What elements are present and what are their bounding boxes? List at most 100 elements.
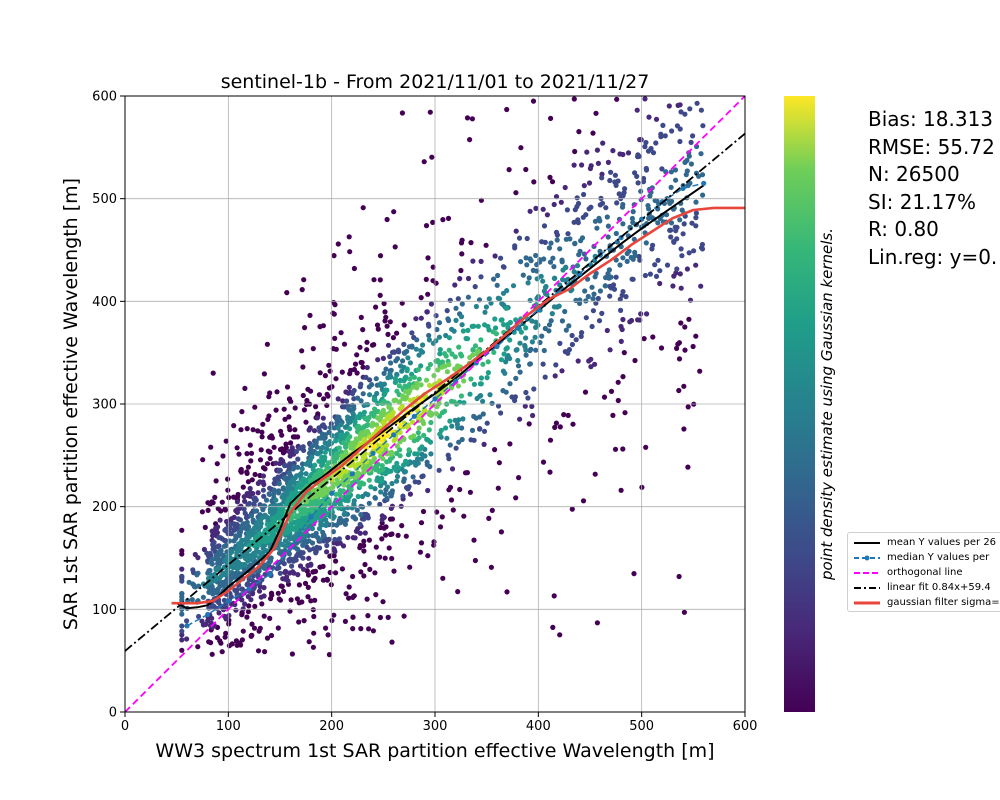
scatter-point	[678, 320, 684, 326]
scatter-point	[333, 438, 339, 444]
median-point	[184, 623, 190, 629]
scatter-point	[487, 392, 493, 398]
scatter-point	[418, 295, 424, 301]
scatter-point	[418, 520, 425, 526]
scatter-point	[303, 471, 309, 477]
scatter-point	[565, 231, 571, 237]
scatter-point	[419, 451, 425, 457]
scatter-point	[305, 584, 311, 591]
median-point	[225, 598, 231, 604]
scatter-point	[384, 484, 391, 490]
scatter-point	[350, 535, 356, 541]
scatter-point	[678, 246, 684, 252]
scatter-point	[222, 506, 228, 512]
scatter-point	[335, 425, 341, 431]
scatter-point	[679, 253, 685, 259]
scatter-point	[354, 352, 360, 358]
scatter-point	[387, 319, 393, 325]
scatter-point	[205, 507, 211, 513]
scatter-point	[653, 273, 660, 279]
scatter-point	[437, 524, 444, 530]
scatter-point	[279, 494, 285, 500]
scatter-point	[357, 530, 363, 536]
scatter-point	[407, 360, 413, 366]
scatter-point	[324, 391, 330, 397]
scatter-point	[355, 395, 361, 401]
scatter-point	[620, 201, 626, 208]
scatter-point	[534, 276, 540, 282]
scatter-point	[287, 453, 293, 459]
scatter-point	[223, 630, 229, 637]
scatter-point	[675, 102, 681, 108]
scatter-point	[362, 561, 368, 568]
scatter-point	[470, 258, 476, 264]
scatter-point	[324, 577, 330, 583]
scatter-point	[391, 349, 397, 355]
scatter-point	[492, 316, 498, 322]
scatter-point	[655, 220, 661, 226]
scatter-point	[439, 514, 445, 520]
legend-label-linear-fit: linear fit 0.84x+59.4	[887, 582, 991, 593]
scatter-point	[667, 227, 673, 233]
median-point	[494, 343, 500, 350]
scatter-point	[638, 137, 644, 143]
scatter-point	[395, 532, 401, 539]
scatter-point	[314, 415, 320, 421]
scatter-point	[336, 517, 342, 523]
scatter-point	[480, 361, 486, 367]
scatter-point	[650, 334, 656, 340]
scatter-point	[659, 166, 665, 172]
scatter-point	[211, 539, 217, 546]
scatter-point	[679, 207, 685, 213]
scatter-point	[382, 491, 388, 497]
scatter-point	[693, 210, 700, 216]
scatter-point	[449, 466, 456, 472]
scatter-point	[403, 458, 409, 464]
scatter-point	[418, 382, 424, 388]
scatter-point	[222, 537, 228, 544]
scatter-point	[557, 632, 563, 638]
scatter-point	[527, 256, 533, 262]
scatter-point	[351, 265, 357, 272]
scatter-point	[525, 280, 531, 286]
scatter-point	[583, 315, 589, 321]
scatter-point	[234, 547, 240, 553]
scatter-point	[248, 458, 254, 464]
scatter-point	[447, 297, 453, 303]
scatter-point	[488, 564, 494, 570]
scatter-point	[289, 445, 295, 451]
scatter-point	[549, 311, 555, 317]
scatter-point	[248, 513, 255, 519]
scatter-point	[340, 432, 346, 438]
scatter-point	[294, 523, 300, 529]
scatter-point	[262, 538, 268, 545]
scatter-point	[457, 276, 463, 282]
scatter-point	[248, 529, 254, 536]
scatter-point	[380, 355, 386, 361]
scatter-point	[405, 355, 411, 361]
scatter-point	[620, 316, 626, 323]
scatter-point	[196, 613, 202, 620]
scatter-point	[387, 354, 393, 360]
scatter-point	[304, 544, 310, 550]
scatter-point	[684, 266, 691, 272]
scatter-point	[346, 584, 352, 590]
scatter-point	[531, 386, 537, 392]
scatter-point	[231, 574, 237, 580]
scatter-point	[284, 384, 291, 390]
scatter-point	[277, 460, 283, 467]
scatter-point	[320, 422, 326, 428]
scatter-point	[624, 258, 630, 264]
scatter-point	[452, 282, 458, 288]
scatter-point	[557, 424, 563, 430]
scatter-point	[426, 332, 432, 339]
scatter-point	[291, 556, 297, 562]
scatter-point	[569, 332, 575, 339]
scatter-point	[672, 167, 679, 173]
scatter-point	[342, 618, 348, 625]
scatter-point	[459, 251, 465, 257]
scatter-point	[674, 224, 680, 230]
scatter-point	[419, 474, 425, 480]
scatter-point	[627, 319, 633, 325]
scatter-point	[237, 517, 243, 523]
